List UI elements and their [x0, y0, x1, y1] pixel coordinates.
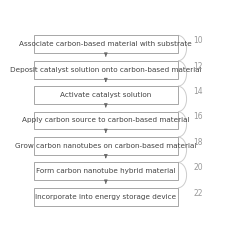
Text: Associate carbon-based material with substrate: Associate carbon-based material with sub…	[19, 41, 192, 47]
Bar	[34, 36, 178, 53]
Text: Incorporate into energy storage device: Incorporate into energy storage device	[35, 194, 176, 200]
Bar	[34, 162, 178, 180]
Text: Deposit catalyst solution onto carbon-based material: Deposit catalyst solution onto carbon-ba…	[10, 67, 202, 73]
Text: Form carbon nanotube hybrid material: Form carbon nanotube hybrid material	[36, 168, 176, 174]
Bar	[34, 137, 178, 155]
Text: 20: 20	[194, 163, 203, 172]
Text: Activate catalyst solution: Activate catalyst solution	[60, 92, 151, 98]
Bar	[34, 61, 178, 78]
Text: Apply carbon source to carbon-based material: Apply carbon source to carbon-based mate…	[22, 118, 190, 124]
Text: 22: 22	[194, 189, 203, 198]
Bar	[34, 188, 178, 206]
Text: 12: 12	[194, 62, 203, 70]
Bar	[34, 112, 178, 129]
Text: 16: 16	[194, 112, 203, 122]
Text: Grow carbon nanotubes on carbon-based material: Grow carbon nanotubes on carbon-based ma…	[15, 143, 196, 149]
Text: 14: 14	[194, 87, 203, 96]
Text: 10: 10	[194, 36, 203, 45]
Bar	[34, 86, 178, 104]
Text: 18: 18	[194, 138, 203, 147]
